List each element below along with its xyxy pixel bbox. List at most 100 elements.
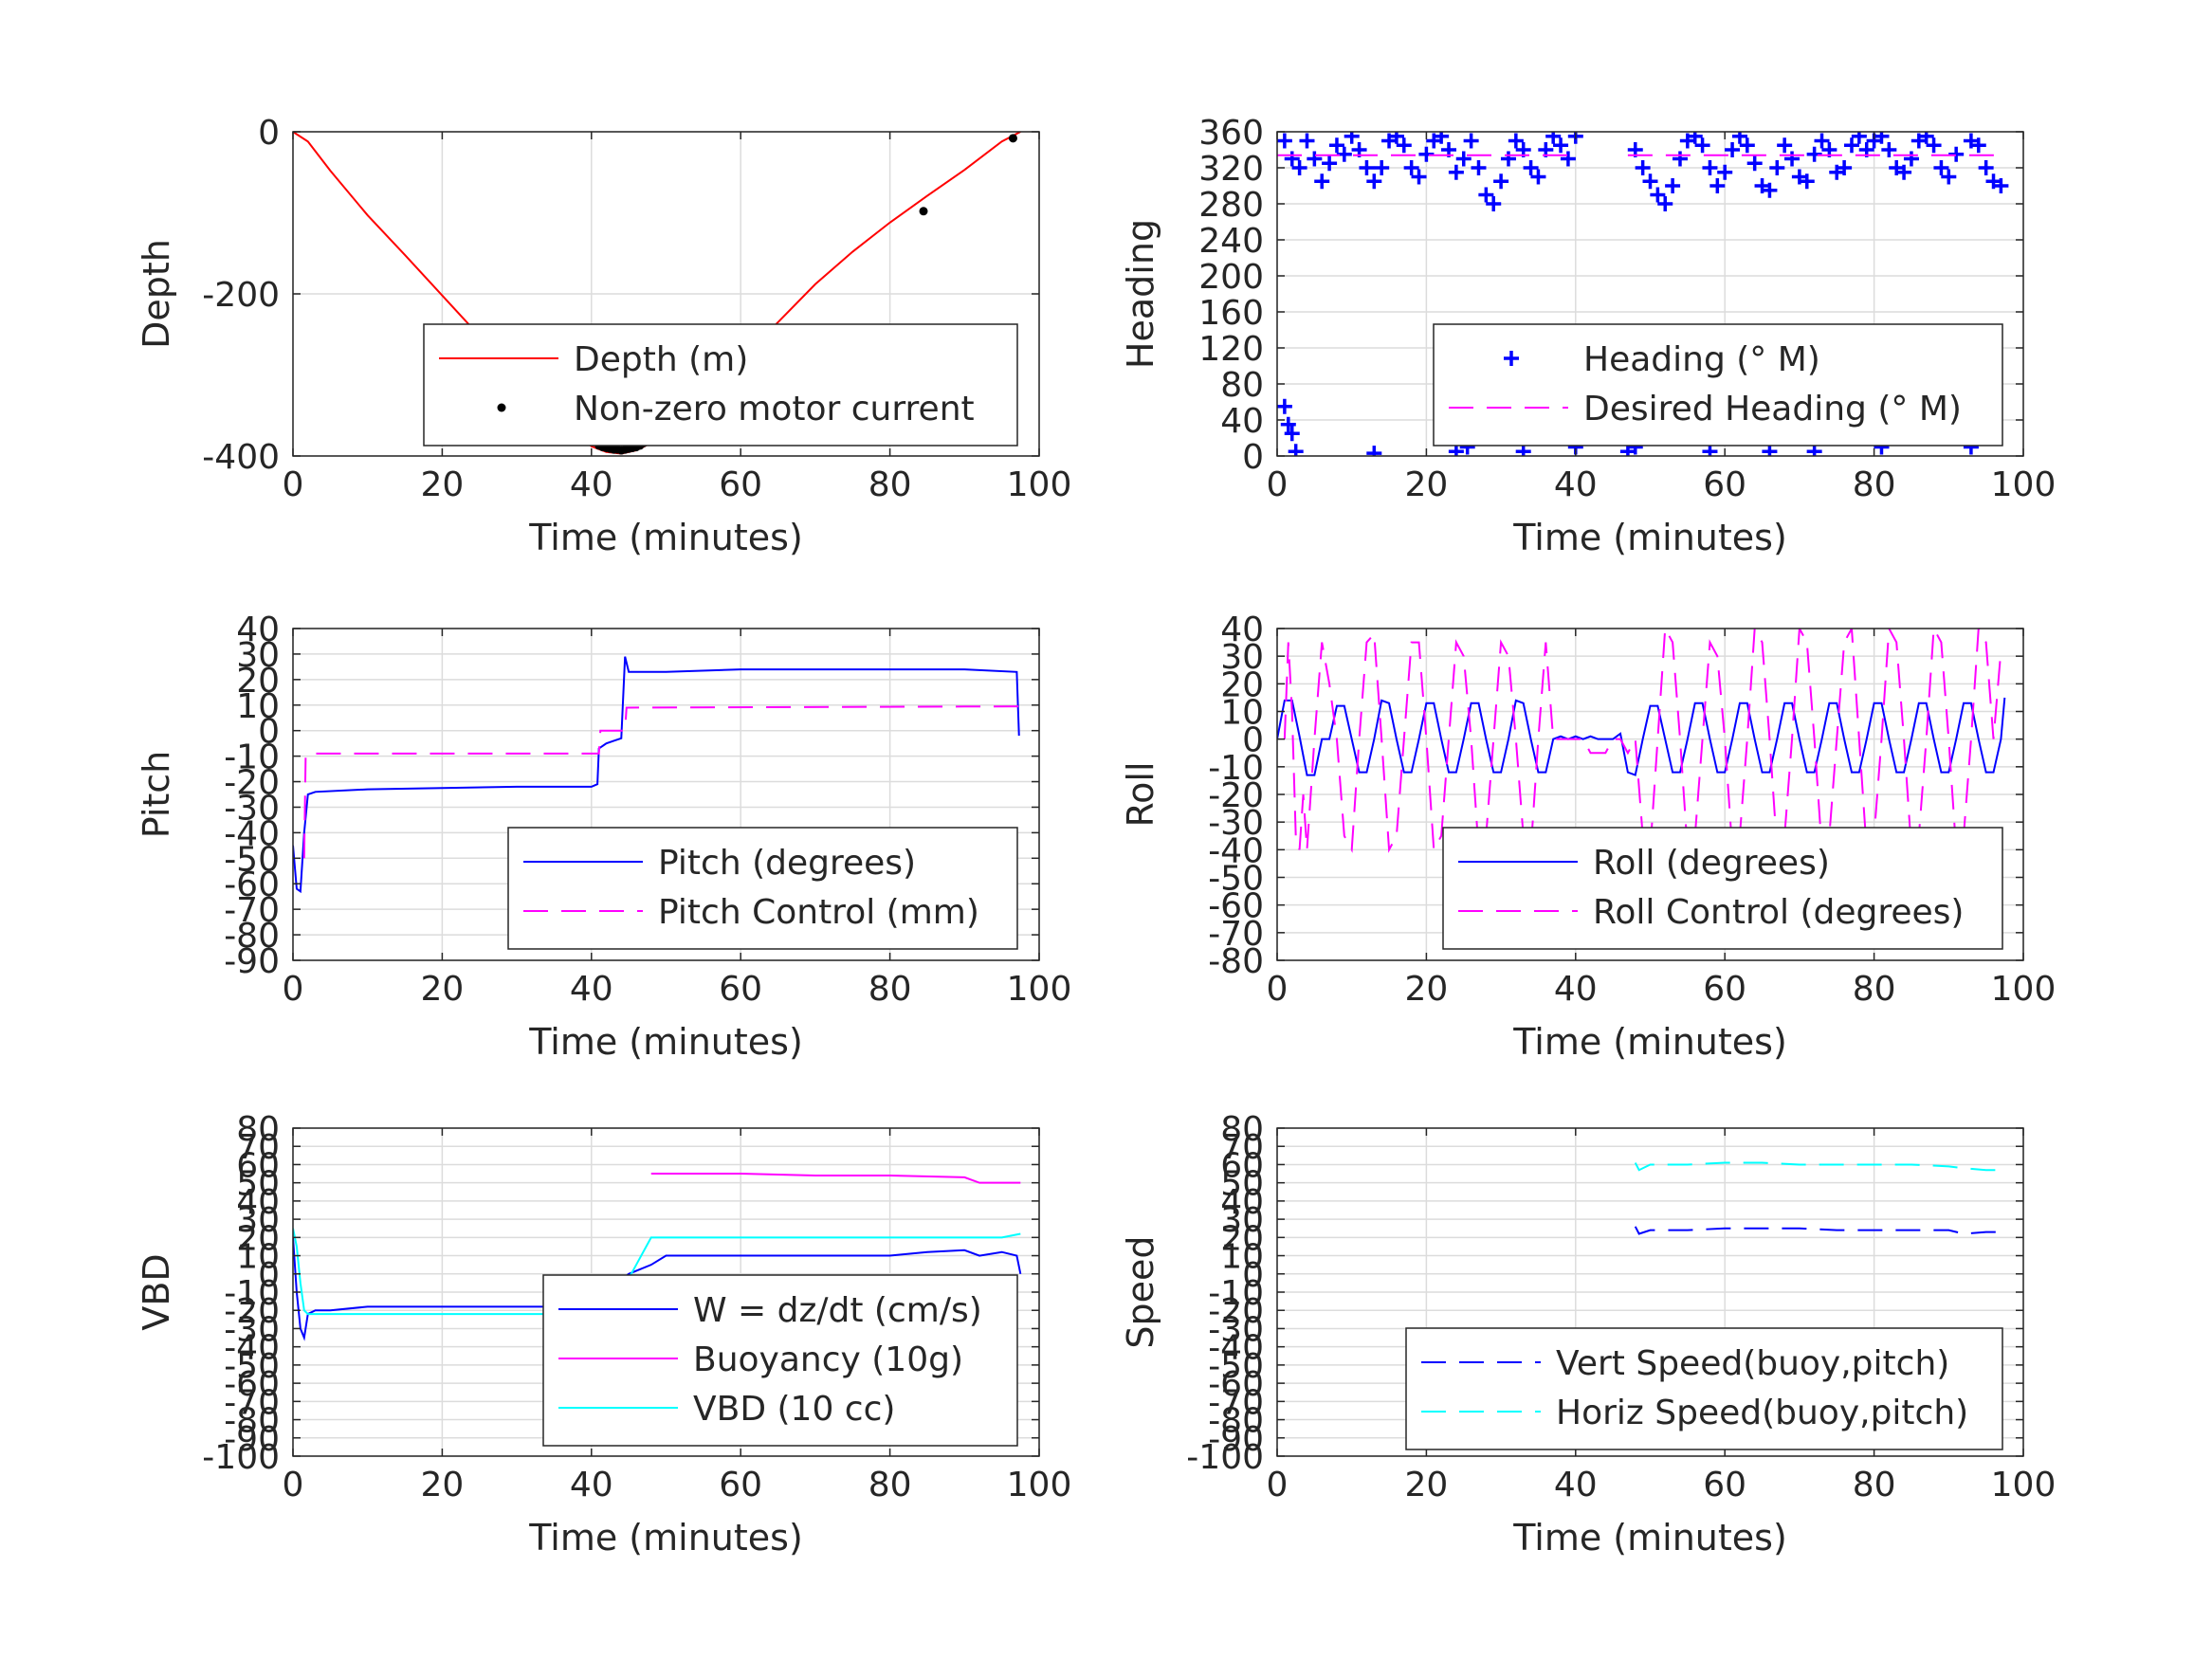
chart-4-roll: 0 20 40 60 80 100-80-70-60-50-40-30-20-100102…: [1120, 611, 2056, 1063]
legend-label: Vert Speed(buoy,pitch): [1556, 1344, 1949, 1383]
x-tick-label: 40: [570, 465, 613, 504]
x-tick-label: 80: [868, 1466, 912, 1504]
y-tick-label: 30: [1220, 638, 1264, 677]
data-point: [1777, 137, 1793, 154]
y-tick-label: 80: [1220, 366, 1264, 405]
y-axis-label: Depth: [136, 239, 177, 349]
data-point: [1277, 133, 1292, 149]
data-point: [1478, 187, 1494, 203]
y-tick-label: -60: [1208, 1365, 1264, 1404]
data-point: [1500, 151, 1516, 167]
data-point: [1359, 160, 1375, 175]
data-point: [1978, 160, 1994, 175]
y-tick-label: 30: [236, 636, 280, 675]
legend: Heading (° M) Desired Heading (° M): [1433, 323, 2003, 447]
x-tick-label: 80: [1853, 970, 1896, 1009]
axes-box: [1276, 131, 2024, 457]
y-tick-label: -50: [224, 1347, 280, 1386]
data-point: [1434, 132, 1450, 144]
legend-marker: [497, 403, 506, 412]
y-tick-label: 40: [1220, 402, 1264, 441]
y-axis-label: Speed: [1120, 1235, 1161, 1348]
data-point: [1731, 132, 1747, 144]
series-line-1: [1277, 697, 2006, 776]
legend-label: Roll Control (degrees): [1593, 893, 1964, 932]
data-point: [1687, 132, 1703, 144]
x-axis-label: Time (minutes): [528, 1517, 803, 1559]
x-tick-label: 80: [1853, 465, 1896, 504]
x-tick-label: 100: [1007, 1466, 1072, 1504]
y-tick-label: 40: [236, 611, 280, 649]
y-tick-label: 30: [1220, 1201, 1264, 1240]
y-tick-label: -200: [202, 276, 280, 315]
legend-label: Pitch Control (mm): [658, 893, 979, 932]
plot-area: [293, 656, 1021, 894]
x-tick-label: 40: [570, 1466, 613, 1504]
y-tick-label: 40: [1220, 1183, 1264, 1222]
legend-box: [507, 827, 1018, 950]
data-point: [1448, 444, 1464, 456]
y-tick-label: 20: [236, 662, 280, 701]
y-axis-label: Heading: [1120, 219, 1161, 369]
data-point: [1366, 446, 1382, 456]
data-point: [1344, 132, 1360, 144]
y-tick-label: 50: [1220, 1165, 1264, 1204]
y-tick-label: 0: [258, 114, 280, 153]
data-point: [1471, 160, 1487, 175]
data-point: [1553, 137, 1569, 154]
y-tick-label: 60: [1220, 1146, 1264, 1185]
data-point: [1993, 178, 2009, 193]
y-tick-label: -20: [1208, 776, 1264, 815]
x-tick-label: 80: [868, 970, 912, 1009]
y-tick-label: 20: [236, 1219, 280, 1258]
x-axis-label: Time (minutes): [1512, 1517, 1787, 1559]
y-tick-label: 0: [1242, 438, 1264, 477]
data-point: [1455, 151, 1472, 167]
x-tick-label: 40: [1554, 465, 1598, 504]
y-tick-label: -80: [1208, 942, 1264, 981]
x-tick-label: 0: [1267, 1466, 1289, 1504]
x-tick-label: 60: [1703, 970, 1746, 1009]
data-point: [1702, 160, 1718, 175]
y-tick-label: 60: [236, 1146, 280, 1185]
y-tick-label: -10: [224, 1274, 280, 1313]
x-tick-label: 60: [1703, 1466, 1746, 1504]
data-point: [1284, 151, 1300, 167]
y-tick-label: 160: [1198, 294, 1264, 333]
data-point: [1918, 132, 1934, 144]
data-point: [1299, 133, 1315, 149]
y-tick-label: 360: [1198, 114, 1264, 153]
x-tick-label: 20: [1404, 1466, 1448, 1504]
data-point: [1769, 160, 1785, 175]
data-point: [1926, 137, 1942, 154]
y-tick-label: 0: [258, 1256, 280, 1295]
y-tick-label: 0: [1242, 1256, 1264, 1295]
legend-box: [1405, 1327, 2003, 1450]
x-tick-label: 20: [420, 465, 464, 504]
legend: Pitch (degrees) Pitch Control (mm): [507, 827, 1018, 950]
data-point: [1672, 151, 1688, 167]
y-tick-label: -100: [1186, 1438, 1264, 1477]
y-tick-label: -100: [202, 1438, 280, 1477]
legend-marker: [1504, 351, 1519, 366]
legend-label: Horiz Speed(buoy,pitch): [1556, 1394, 1968, 1432]
y-tick-label: 50: [236, 1165, 280, 1204]
legend: Roll (degrees) Roll Control (degrees): [1442, 827, 2003, 950]
y-tick-label: -70: [1208, 915, 1264, 954]
series-line-1: [293, 656, 1020, 894]
x-tick-label: 80: [1853, 1466, 1896, 1504]
y-tick-label: 80: [236, 1110, 280, 1149]
data-point: [1486, 196, 1502, 211]
data-point: [1814, 133, 1830, 149]
data-point: [1903, 151, 1919, 167]
y-tick-label: -60: [1208, 887, 1264, 926]
y-tick-label: 70: [236, 1128, 280, 1167]
data-point: [1933, 160, 1949, 175]
y-tick-label: -10: [1208, 749, 1264, 788]
legend: Vert Speed(buoy,pitch) Horiz Speed(buoy,p…: [1405, 1327, 2003, 1450]
y-tick-label: 200: [1198, 258, 1264, 297]
data-point: [1762, 444, 1778, 456]
data-point: [1843, 137, 1859, 154]
y-tick-label: -30: [1208, 804, 1264, 843]
y-tick-label: 0: [1242, 721, 1264, 760]
